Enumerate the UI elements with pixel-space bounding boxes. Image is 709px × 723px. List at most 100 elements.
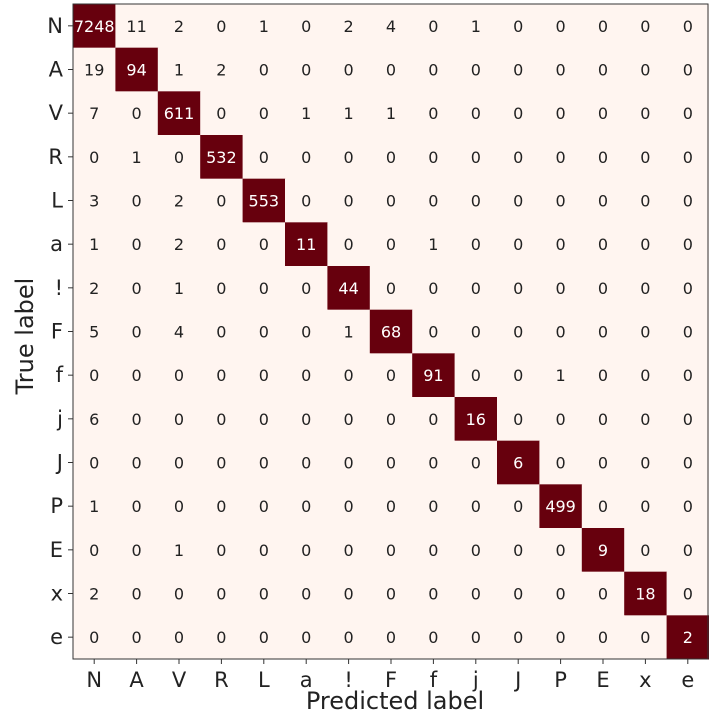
matrix-cell: [327, 484, 371, 529]
cell-value-label: 0: [513, 235, 523, 254]
matrix-cell: [624, 178, 668, 223]
matrix-cell: [369, 309, 413, 354]
matrix-cell: [285, 571, 328, 616]
x-tick-label: f: [430, 668, 438, 692]
matrix-cell: [285, 178, 328, 223]
matrix-cell: [369, 47, 413, 92]
cell-value-label: 0: [174, 148, 184, 167]
cell-value-label: 0: [216, 628, 226, 647]
cell-value-label: 0: [259, 61, 269, 80]
matrix-cell: [157, 266, 201, 311]
cell-value-label: 0: [216, 366, 226, 385]
matrix-cell: [157, 397, 201, 442]
cell-value-label: 0: [216, 192, 226, 211]
matrix-cell: [624, 528, 668, 573]
cell-value-label: 0: [301, 192, 311, 211]
cell-value-label: 0: [556, 235, 566, 254]
matrix-cell: [115, 615, 159, 660]
cell-value-label: 0: [259, 497, 269, 516]
cell-value-label: 0: [683, 192, 693, 211]
matrix-cell: [115, 484, 159, 529]
cell-value-label: 0: [556, 279, 566, 298]
matrix-cell: [581, 178, 625, 223]
cell-value-label: 1: [428, 235, 438, 254]
matrix-cell: [285, 91, 328, 136]
matrix-cell: [115, 266, 159, 311]
matrix-cell: [200, 571, 244, 616]
matrix-cell: [115, 353, 159, 398]
cell-value-label: 2: [174, 192, 184, 211]
matrix-cell: [454, 222, 498, 267]
cell-value-label: 0: [683, 61, 693, 80]
matrix-cell: [666, 528, 709, 573]
matrix-cell: [624, 91, 668, 136]
matrix-cell: [242, 528, 286, 573]
cell-value-label: 0: [132, 454, 142, 473]
cell-value-label: 0: [301, 541, 311, 560]
cell-value-label: 2: [174, 17, 184, 36]
cell-value-label: 0: [259, 454, 269, 473]
matrix-cell: [581, 47, 625, 92]
matrix-cell: [454, 440, 498, 485]
matrix-cell: [369, 178, 413, 223]
matrix-cell: [157, 178, 201, 223]
cell-value-label: 553: [249, 192, 280, 211]
matrix-cell: [412, 353, 456, 398]
x-tick-label: x: [639, 668, 651, 692]
cell-value-label: 0: [132, 497, 142, 516]
cell-value-label: 0: [640, 279, 650, 298]
matrix-cell: [327, 571, 371, 616]
cell-value-label: 1: [174, 61, 184, 80]
cell-value-label: 0: [513, 541, 523, 560]
matrix-cell: [454, 484, 498, 529]
cell-value-label: 0: [259, 104, 269, 123]
cell-value-label: 2: [89, 279, 99, 298]
cell-value-label: 0: [683, 235, 693, 254]
matrix-cell: [581, 309, 625, 354]
cell-value-label: 0: [89, 148, 99, 167]
cell-value-label: 0: [683, 323, 693, 342]
cell-value-label: 0: [216, 541, 226, 560]
cell-value-label: 0: [174, 454, 184, 473]
matrix-cell: [369, 397, 413, 442]
cell-value-label: 0: [216, 17, 226, 36]
cell-value-label: 0: [216, 410, 226, 429]
matrix-cell: [285, 353, 328, 398]
cell-value-label: 0: [174, 628, 184, 647]
cell-value-label: 0: [344, 192, 354, 211]
matrix-cell: [454, 615, 498, 660]
cell-value-label: 1: [174, 279, 184, 298]
cell-value-label: 0: [683, 585, 693, 604]
matrix-cell: [285, 397, 328, 442]
matrix-cell: [454, 47, 498, 92]
matrix-cell: [157, 135, 201, 180]
cell-value-label: 1: [89, 497, 99, 516]
matrix-cell: [369, 528, 413, 573]
cell-value-label: 0: [344, 410, 354, 429]
y-tick-label: !: [55, 276, 63, 300]
matrix-cell: [327, 615, 371, 660]
matrix-cell: [242, 484, 286, 529]
x-tick-label: R: [214, 668, 229, 692]
matrix-cell: [581, 4, 625, 49]
matrix-cell: [412, 309, 456, 354]
cell-value-label: 7248: [74, 17, 115, 36]
matrix-cell: [369, 571, 413, 616]
matrix-cell: [624, 309, 668, 354]
cell-value-label: 0: [132, 235, 142, 254]
matrix-cell: [539, 47, 583, 92]
cell-value-label: 0: [428, 104, 438, 123]
matrix-cell: [497, 135, 540, 180]
matrix-cell: [539, 571, 583, 616]
cell-value-label: 0: [386, 497, 396, 516]
cell-value-label: 0: [683, 541, 693, 560]
matrix-cell: [115, 571, 159, 616]
matrix-cell: [581, 353, 625, 398]
matrix-cell: [115, 178, 159, 223]
cell-value-label: 0: [471, 192, 481, 211]
y-tick-label: j: [56, 407, 63, 431]
cell-value-label: 0: [386, 585, 396, 604]
matrix-cell: [666, 135, 709, 180]
